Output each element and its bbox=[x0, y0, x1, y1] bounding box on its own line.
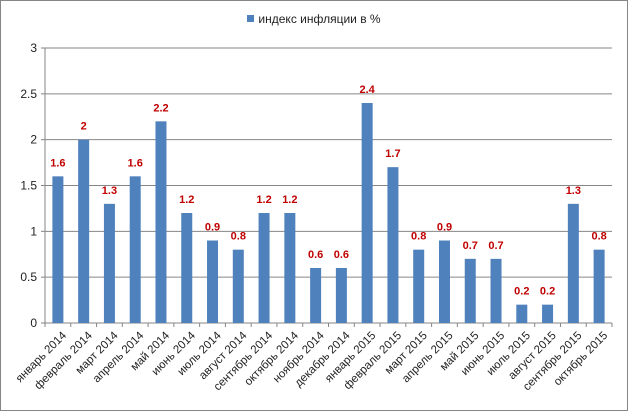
data-label: 0.8 bbox=[591, 231, 606, 243]
y-tick-label: 1 bbox=[30, 224, 37, 238]
bar bbox=[413, 249, 425, 323]
y-tick-label: 3 bbox=[30, 41, 37, 55]
bar bbox=[258, 213, 270, 323]
bar bbox=[490, 258, 502, 323]
bar bbox=[207, 240, 219, 323]
data-label: 2 bbox=[81, 121, 87, 133]
data-label: 2.2 bbox=[153, 102, 168, 114]
bar bbox=[516, 304, 528, 323]
y-tick-label: 2.5 bbox=[20, 87, 37, 101]
legend-swatch bbox=[247, 15, 255, 22]
data-label: 1.2 bbox=[282, 194, 297, 206]
data-label: 0.6 bbox=[308, 249, 323, 261]
data-label: 1.6 bbox=[128, 157, 143, 169]
data-label: 1.7 bbox=[385, 148, 400, 160]
bars bbox=[52, 103, 605, 323]
bar bbox=[464, 258, 476, 323]
data-label: 0.7 bbox=[488, 240, 503, 252]
y-tick-label: 2 bbox=[30, 133, 37, 147]
bar bbox=[593, 249, 605, 323]
bar bbox=[232, 249, 244, 323]
data-label: 0.8 bbox=[411, 231, 426, 243]
data-label: 1.2 bbox=[256, 194, 271, 206]
data-label: 0.9 bbox=[437, 222, 452, 234]
bar bbox=[387, 167, 399, 323]
bar bbox=[542, 304, 554, 323]
legend-label: индекс инфляции в % bbox=[258, 12, 381, 26]
y-tick-label: 0 bbox=[30, 316, 37, 330]
bar bbox=[103, 203, 115, 323]
bar bbox=[284, 213, 296, 323]
bar bbox=[129, 176, 141, 323]
bar bbox=[181, 213, 193, 323]
data-label: 0.8 bbox=[231, 231, 246, 243]
data-label: 0.9 bbox=[205, 222, 220, 234]
data-label: 0.6 bbox=[334, 249, 349, 261]
data-label: 2.4 bbox=[360, 84, 376, 96]
bar bbox=[335, 268, 347, 323]
bar bbox=[52, 176, 64, 323]
data-label: 1.6 bbox=[50, 157, 65, 169]
bar bbox=[361, 103, 373, 323]
data-label: 1.3 bbox=[566, 185, 581, 197]
bar bbox=[78, 139, 90, 323]
data-label: 0.7 bbox=[463, 240, 478, 252]
y-tick-label: 1.5 bbox=[20, 179, 37, 193]
bar bbox=[438, 240, 450, 323]
data-label: 0.2 bbox=[514, 286, 529, 298]
bar bbox=[155, 121, 167, 323]
legend: индекс инфляции в % bbox=[0, 12, 628, 26]
data-label: 1.3 bbox=[102, 185, 117, 197]
data-label: 0.2 bbox=[540, 286, 555, 298]
bar bbox=[310, 268, 322, 323]
data-labels: 1.6 2 1.3 1.6 2.2 1.2 0.9 0.8 1.2 1.2 0.6 0.6 2.4 1.7… bbox=[50, 84, 607, 298]
data-label: 1.2 bbox=[179, 194, 194, 206]
bar bbox=[567, 203, 579, 323]
y-tick-label: 0.5 bbox=[20, 270, 37, 284]
